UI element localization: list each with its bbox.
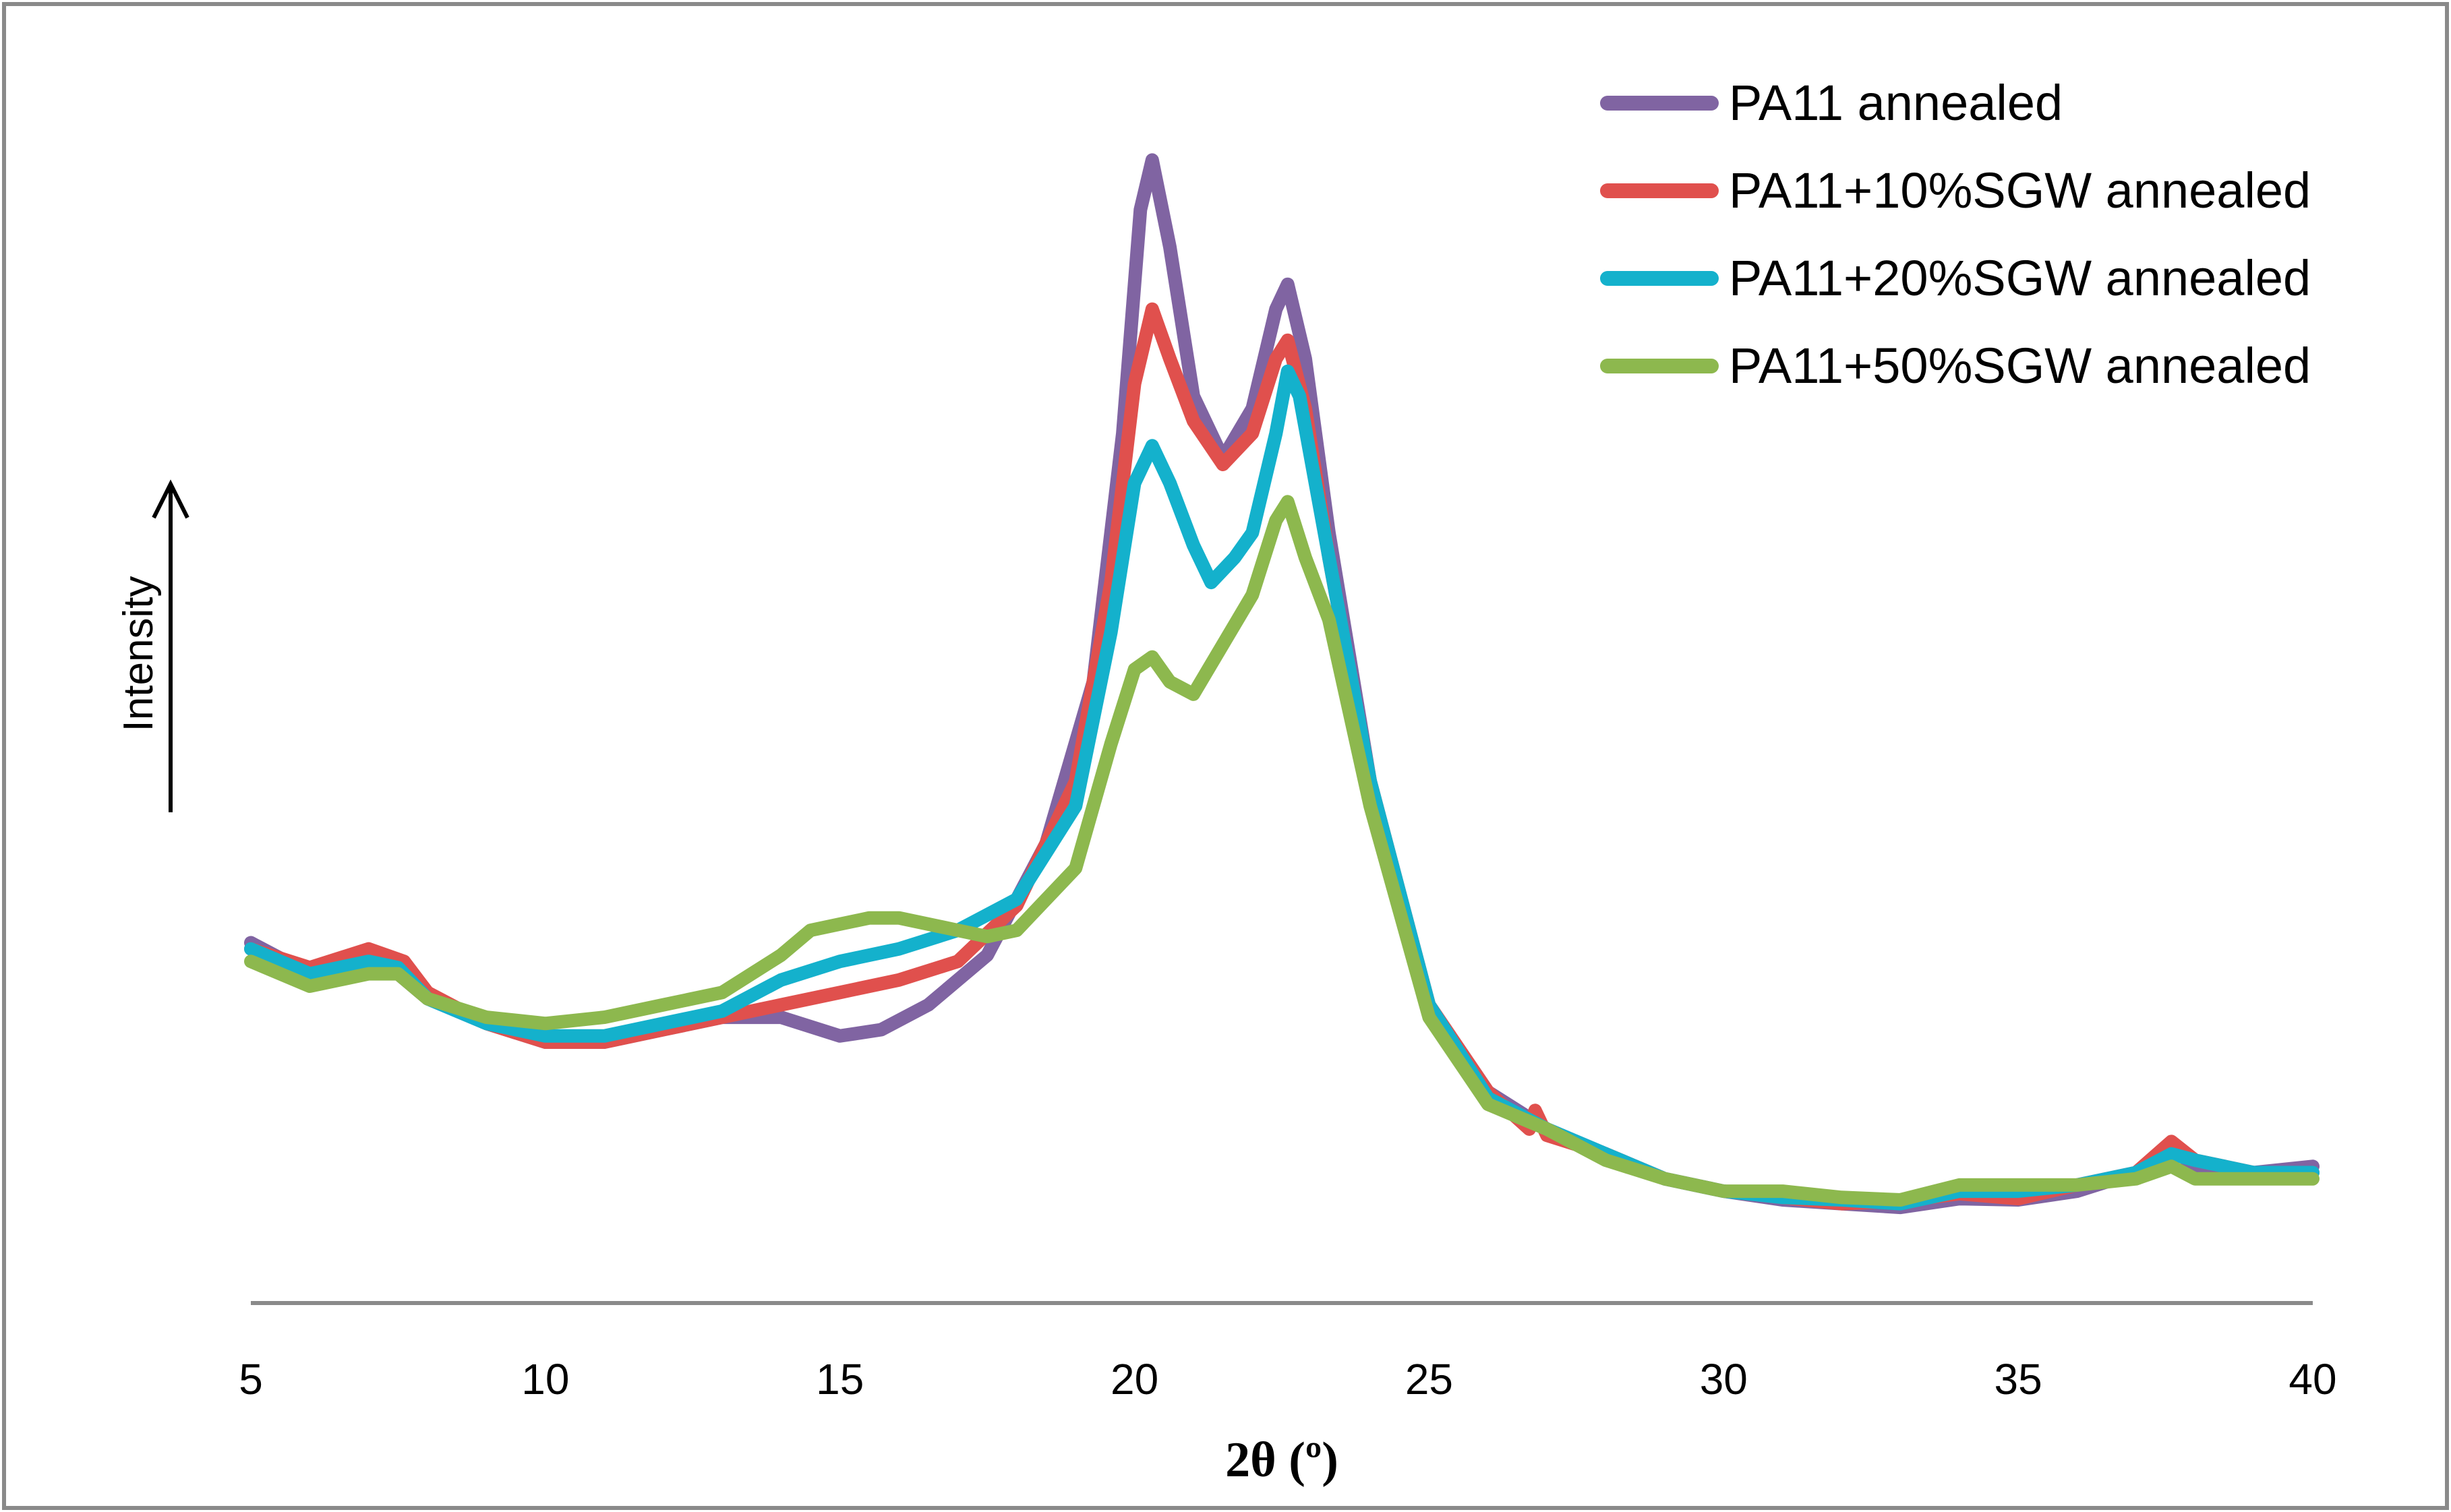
series-layer [244, 153, 2320, 1215]
legend: PA11 annealed PA11+10%SGW annealed PA11+… [1600, 75, 2311, 394]
y-axis-indicator: Intensity [115, 479, 189, 812]
legend-entry-3: PA11+20%SGW annealed [1600, 250, 2311, 306]
legend-entry-4: PA11+50%SGW annealed [1600, 338, 2311, 394]
legend-label: PA11+10%SGW annealed [1729, 162, 2311, 218]
x-tick-label: 25 [1405, 1355, 1453, 1403]
y-axis-title: Intensity [115, 576, 162, 732]
x-tick-label: 35 [1995, 1355, 2042, 1403]
series-line-1 [244, 153, 2320, 1215]
y-axis-arrow-head [152, 479, 189, 519]
x-tick-label: 40 [2288, 1355, 2336, 1403]
x-tick-labels: 5 10 15 20 25 30 35 40 [239, 1355, 2336, 1403]
legend-label: PA11+20%SGW annealed [1729, 250, 2311, 306]
x-tick-label: 20 [1111, 1355, 1158, 1403]
x-tick-label: 15 [816, 1355, 864, 1403]
series-line-2 [244, 302, 2320, 1211]
legend-entry-1: PA11 annealed [1600, 75, 2063, 131]
legend-entry-2: PA11+10%SGW annealed [1600, 162, 2311, 218]
series-line-3 [244, 364, 2320, 1211]
x-tick-label: 10 [521, 1355, 569, 1403]
x-tick-label: 5 [239, 1355, 263, 1403]
legend-label: PA11 annealed [1729, 75, 2063, 131]
legend-label: PA11+50%SGW annealed [1729, 338, 2311, 394]
series-line-4 [244, 495, 2320, 1207]
x-axis-title: 2θ (º) [1225, 1432, 1338, 1488]
x-tick-label: 30 [1700, 1355, 1748, 1403]
